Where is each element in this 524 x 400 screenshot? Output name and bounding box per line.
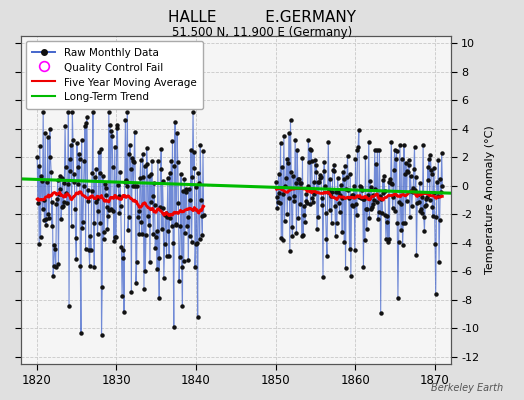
- Y-axis label: Temperature Anomaly (°C): Temperature Anomaly (°C): [485, 126, 495, 274]
- Text: HALLE          E.GERMANY: HALLE E.GERMANY: [168, 10, 356, 25]
- Text: 51.500 N, 11.900 E (Germany): 51.500 N, 11.900 E (Germany): [172, 26, 352, 39]
- Text: Berkeley Earth: Berkeley Earth: [431, 383, 503, 393]
- Legend: Raw Monthly Data, Quality Control Fail, Five Year Moving Average, Long-Term Tren: Raw Monthly Data, Quality Control Fail, …: [26, 41, 203, 109]
